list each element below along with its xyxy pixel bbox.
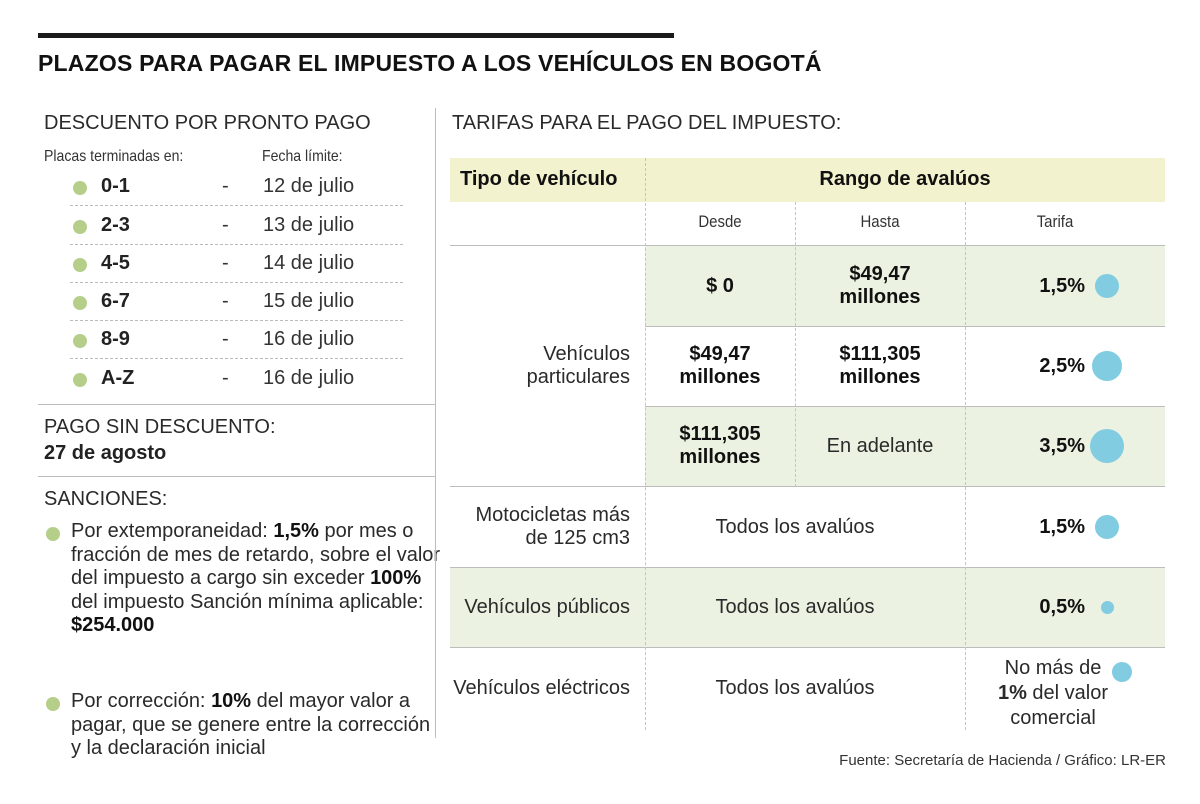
- divider: [38, 404, 435, 405]
- deadline-date: 16 de julio: [263, 328, 355, 350]
- discount-heading: DESCUENTO POR PRONTO PAGO: [44, 112, 371, 134]
- row-band: [645, 246, 1165, 326]
- column-divider: [795, 202, 796, 487]
- rate-value: 2,5%: [1039, 354, 1085, 377]
- separator: -: [222, 175, 229, 197]
- plate-ending: 0-1: [101, 175, 130, 197]
- plate-ending: 2-3: [101, 214, 130, 236]
- range-from: $ 0: [706, 274, 734, 297]
- header-vehicle-type: Tipo de vehículo: [460, 168, 618, 190]
- plates-column-label: Placas terminadas en:: [44, 148, 184, 165]
- range-to: $49,47 millones: [839, 263, 921, 308]
- range-to: $111,305 millones: [839, 343, 921, 388]
- rate-value: 3,5%: [1039, 434, 1085, 457]
- rate-value-text: No más de 1% del valor comercial: [997, 656, 1109, 729]
- separator: -: [222, 214, 229, 236]
- plate-row: A-Z - 16 de julio: [70, 360, 403, 398]
- rate-bubble-icon: [1100, 600, 1114, 614]
- rate-value: 1,5%: [1039, 515, 1085, 538]
- deadline-date: 14 de julio: [263, 252, 355, 274]
- column-divider: [645, 158, 646, 730]
- plate-row: 4-5 - 14 de julio: [70, 245, 403, 283]
- deadline-date: 12 de julio: [263, 175, 355, 197]
- row-band: [645, 406, 1165, 486]
- vehicle-type-label: Vehículos públicos: [464, 595, 630, 618]
- top-rule: [38, 33, 674, 38]
- date-column-label: Fecha límite:: [262, 148, 343, 165]
- rate-bubble-icon: [1092, 351, 1122, 381]
- row-divider: [450, 486, 1165, 487]
- bullet-dot-icon: [73, 334, 87, 348]
- rate-value: 1,5%: [1039, 274, 1085, 297]
- source-note: Fuente: Secretaría de Hacienda / Gráfico…: [839, 752, 1166, 769]
- row-band: [450, 567, 1165, 647]
- sanction-text: Por corrección: 10% del mayor valor a pa…: [71, 690, 431, 759]
- table-header-band: [450, 158, 1165, 202]
- plate-ending: 4-5: [101, 252, 130, 274]
- bullet-dot-icon: [73, 258, 87, 272]
- subheader-rate: Tarifa: [1036, 212, 1074, 231]
- range-from: $111,305 millones: [679, 423, 761, 468]
- separator: -: [222, 290, 229, 312]
- vehicle-type-label: Vehículos particulares: [526, 343, 630, 388]
- plate-ending: 8-9: [101, 328, 130, 350]
- bullet-dot-icon: [46, 527, 60, 541]
- rate-value: 0,5%: [1039, 595, 1085, 618]
- plate-ending: A-Z: [101, 367, 135, 389]
- no-discount-heading: PAGO SIN DESCUENTO:: [44, 416, 276, 438]
- vehicle-type-label: Vehículos eléctricos: [453, 676, 630, 699]
- plate-row: 0-1 - 12 de julio: [70, 168, 403, 206]
- deadline-date: 15 de julio: [263, 290, 355, 312]
- plate-row: 8-9 - 16 de julio: [70, 321, 403, 359]
- range-to: En adelante: [826, 434, 934, 457]
- page-title: PLAZOS PARA PAGAR EL IMPUESTO A LOS VEHÍ…: [38, 50, 822, 76]
- separator: -: [222, 367, 229, 389]
- bullet-dot-icon: [73, 181, 87, 195]
- deadline-date: 13 de julio: [263, 214, 355, 236]
- separator: -: [222, 328, 229, 350]
- row-divider: [450, 647, 1165, 648]
- plate-row: 6-7 - 15 de julio: [70, 283, 403, 321]
- row-divider: [645, 326, 1165, 327]
- bullet-dot-icon: [73, 373, 87, 387]
- deadline-date: 16 de julio: [263, 367, 355, 389]
- bullet-dot-icon: [73, 296, 87, 310]
- column-divider: [965, 202, 966, 730]
- rate-bubble-icon: [1112, 662, 1132, 682]
- plate-ending: 6-7: [101, 290, 130, 312]
- range-all: Todos los avalúos: [715, 676, 875, 699]
- subheader-to: Hasta: [860, 212, 900, 231]
- separator: -: [222, 252, 229, 274]
- sanctions-heading: SANCIONES:: [44, 488, 168, 510]
- vehicle-type-label: Motocicletas más de 125 cm3: [475, 504, 631, 549]
- row-divider: [645, 406, 1165, 407]
- range-all: Todos los avalúos: [715, 515, 875, 538]
- subheader-from: Desde: [698, 212, 742, 231]
- range-all: Todos los avalúos: [715, 595, 875, 618]
- column-divider: [435, 108, 436, 738]
- plate-row: 2-3 - 13 de julio: [70, 207, 403, 245]
- rates-heading: TARIFAS PARA EL PAGO DEL IMPUESTO:: [452, 112, 842, 134]
- divider: [38, 476, 435, 477]
- rate-bubble-icon: [1095, 515, 1119, 539]
- header-value-range: Rango de avalúos: [819, 168, 991, 190]
- bullet-dot-icon: [73, 220, 87, 234]
- range-from: $49,47 millones: [679, 343, 761, 388]
- row-divider: [450, 567, 1165, 568]
- bullet-dot-icon: [46, 697, 60, 711]
- row-divider: [450, 245, 1165, 246]
- rate-bubble-icon: [1089, 428, 1125, 464]
- sanction-text: Por extemporaneidad: 1,5% por mes o frac…: [71, 520, 441, 636]
- no-discount-date: 27 de agosto: [44, 442, 167, 464]
- rate-bubble-icon: [1095, 274, 1119, 298]
